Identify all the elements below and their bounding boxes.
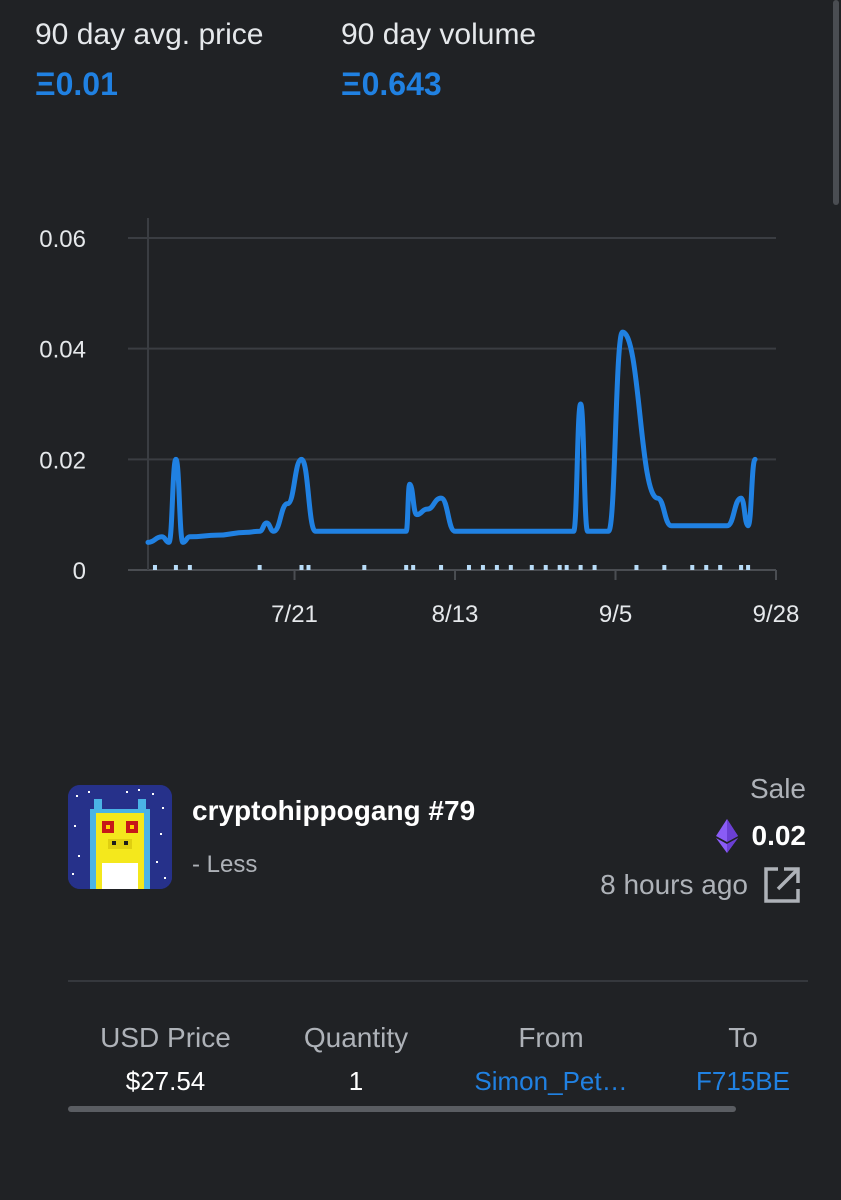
section-divider — [68, 980, 808, 982]
volume-bar — [404, 565, 409, 570]
event-type-label: Sale — [749, 773, 806, 804]
sale-price-value: 0.02 — [751, 820, 807, 851]
volume-bar — [439, 565, 444, 570]
usd-price-header: USD Price — [100, 1022, 231, 1053]
volume-value: Ξ0.643 — [341, 66, 442, 102]
volume-stat: 90 day volume Ξ0.643 — [341, 18, 536, 103]
x-tick-label: 7/21 — [271, 601, 318, 628]
volume-bar — [662, 565, 667, 570]
table-horizontal-scrollbar[interactable] — [68, 1106, 736, 1112]
pixel-hippo-avatar-icon — [68, 785, 172, 889]
usd-price-value: $27.54 — [125, 1066, 206, 1096]
volume-bar — [718, 565, 723, 570]
usd-price-column: USD Price $27.54 — [68, 1022, 263, 1097]
to-header: To — [728, 1022, 758, 1053]
volume-bar — [704, 565, 709, 570]
volume-bar — [480, 565, 485, 570]
x-tick-label: 9/5 — [599, 601, 632, 628]
volume-bar — [508, 565, 513, 570]
volume-bar — [529, 565, 534, 570]
nft-thumbnail[interactable] — [68, 785, 172, 889]
page-scrollbar[interactable] — [833, 0, 839, 205]
y-tick-label: 0.04 — [39, 337, 86, 364]
quantity-column: Quantity 1 — [276, 1022, 436, 1097]
volume-bar — [592, 565, 597, 570]
volume-bar — [187, 565, 192, 570]
y-tick-label: 0.02 — [39, 447, 86, 474]
less-toggle[interactable]: - Less — [192, 851, 258, 878]
volume-bar — [362, 565, 367, 570]
volume-bar — [299, 565, 304, 570]
event-time: 8 hours ago — [600, 865, 802, 905]
avg-price-stat: 90 day avg. price Ξ0.01 — [35, 18, 263, 103]
quantity-header: Quantity — [303, 1022, 409, 1053]
to-column: To F715BE — [688, 1022, 798, 1097]
volume-bar — [746, 565, 751, 570]
volume-bar — [557, 565, 562, 570]
chart-grid — [128, 218, 777, 580]
volume-bar — [634, 565, 639, 570]
sale-price: 0.02 — [715, 819, 807, 853]
chart-volume-bars — [152, 565, 751, 570]
volume-bar — [411, 565, 416, 570]
x-tick-label: 9/28 — [753, 601, 800, 628]
volume-bar — [466, 565, 471, 570]
x-tick-label: 8/13 — [432, 601, 479, 628]
volume-bar — [306, 565, 311, 570]
time-ago-text: 8 hours ago — [600, 869, 748, 900]
avg-price-value: Ξ0.01 — [35, 66, 118, 102]
volume-bar — [257, 565, 262, 570]
from-header: From — [518, 1022, 584, 1053]
chart-price-line — [145, 329, 758, 545]
avg-price-label: 90 day avg. price — [35, 18, 264, 51]
nft-name-link[interactable]: cryptohippogang #79 — [192, 795, 476, 826]
chart-y-axis: 0.06 0.04 0.02 0 — [39, 226, 86, 585]
from-column: From Simon_Pet… — [446, 1022, 656, 1097]
volume-bar — [152, 565, 157, 570]
volume-bar — [494, 565, 499, 570]
volume-bar — [690, 565, 695, 570]
volume-label: 90 day volume — [341, 18, 537, 51]
sale-details-table[interactable]: USD Price $27.54 Quantity 1 From Simon_P… — [68, 1022, 808, 1112]
chart-x-axis: 7/21 8/13 9/5 9/28 — [271, 601, 799, 628]
to-user-link[interactable]: F715BE — [696, 1066, 790, 1096]
volume-bar — [173, 565, 178, 570]
price-history-chart[interactable]: 0.06 0.04 0.02 0 7/21 8/13 9/5 9/28 — [0, 200, 841, 660]
quantity-value: 1 — [348, 1066, 364, 1096]
volume-bar — [564, 565, 569, 570]
activity-item[interactable]: cryptohippogang #79 - Less Sale 0.02 8 h… — [68, 773, 808, 903]
from-user-link[interactable]: Simon_Pet… — [474, 1066, 628, 1096]
y-tick-label: 0 — [73, 558, 86, 585]
volume-bar — [739, 565, 744, 570]
price-series-line — [145, 329, 758, 545]
y-tick-label: 0.06 — [39, 226, 86, 253]
volume-bar — [543, 565, 548, 570]
ethereum-icon — [715, 819, 738, 853]
volume-bar — [578, 565, 583, 570]
external-link-icon[interactable] — [762, 865, 802, 905]
